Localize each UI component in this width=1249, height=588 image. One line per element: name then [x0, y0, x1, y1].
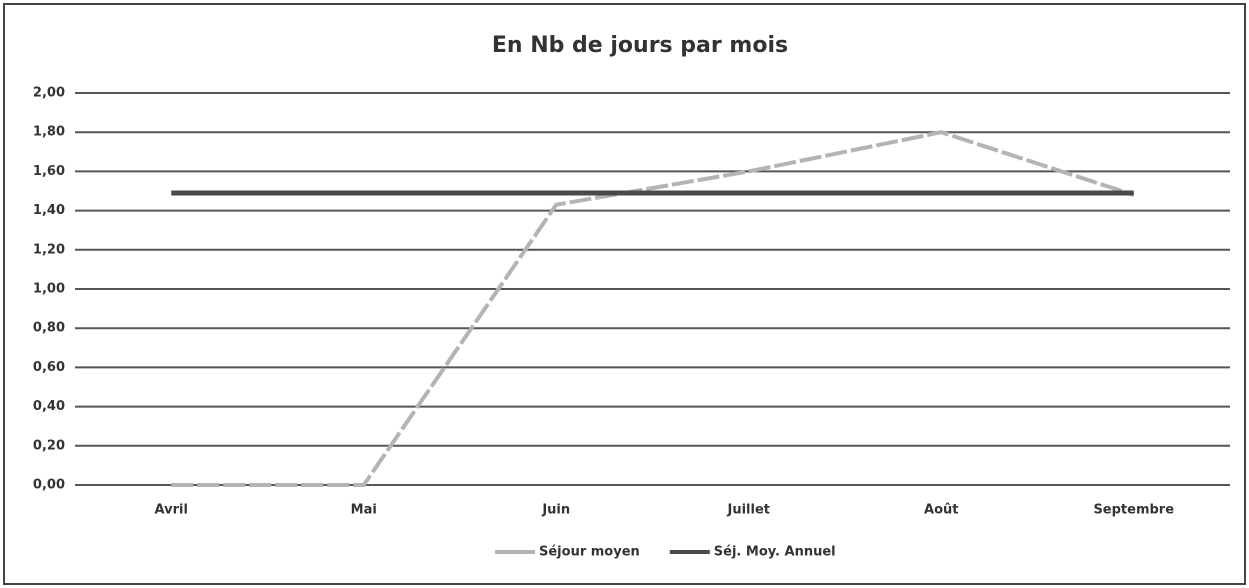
y-tick-label: 1,60: [33, 164, 65, 179]
x-tick-label: Août: [924, 503, 958, 518]
y-tick-label: 1,00: [33, 282, 65, 297]
y-tick-label: 0,00: [33, 478, 65, 493]
x-tick-label: Mai: [351, 503, 377, 518]
y-tick-label: 0,20: [33, 438, 65, 453]
y-tick-label: 1,80: [33, 125, 65, 140]
y-tick-label: 2,00: [33, 86, 65, 101]
x-tick-label: Juillet: [727, 503, 771, 518]
chart-border: [3, 3, 1246, 585]
y-tick-label: 0,60: [33, 360, 65, 375]
chart-title: En Nb de jours par mois: [492, 33, 788, 58]
legend-label: Séj. Moy. Annuel: [714, 545, 836, 560]
y-tick-label: 0,40: [33, 399, 65, 414]
legend-label: Séjour moyen: [539, 545, 640, 560]
x-tick-label: Septembre: [1093, 503, 1174, 518]
y-tick-label: 1,20: [33, 242, 65, 257]
line-series: [171, 130, 1135, 487]
x-tick-label: Avril: [155, 503, 188, 518]
y-tick-label: 0,80: [33, 321, 65, 336]
y-tick-label: 1,40: [33, 203, 65, 218]
x-tick-label: Juin: [541, 503, 570, 518]
